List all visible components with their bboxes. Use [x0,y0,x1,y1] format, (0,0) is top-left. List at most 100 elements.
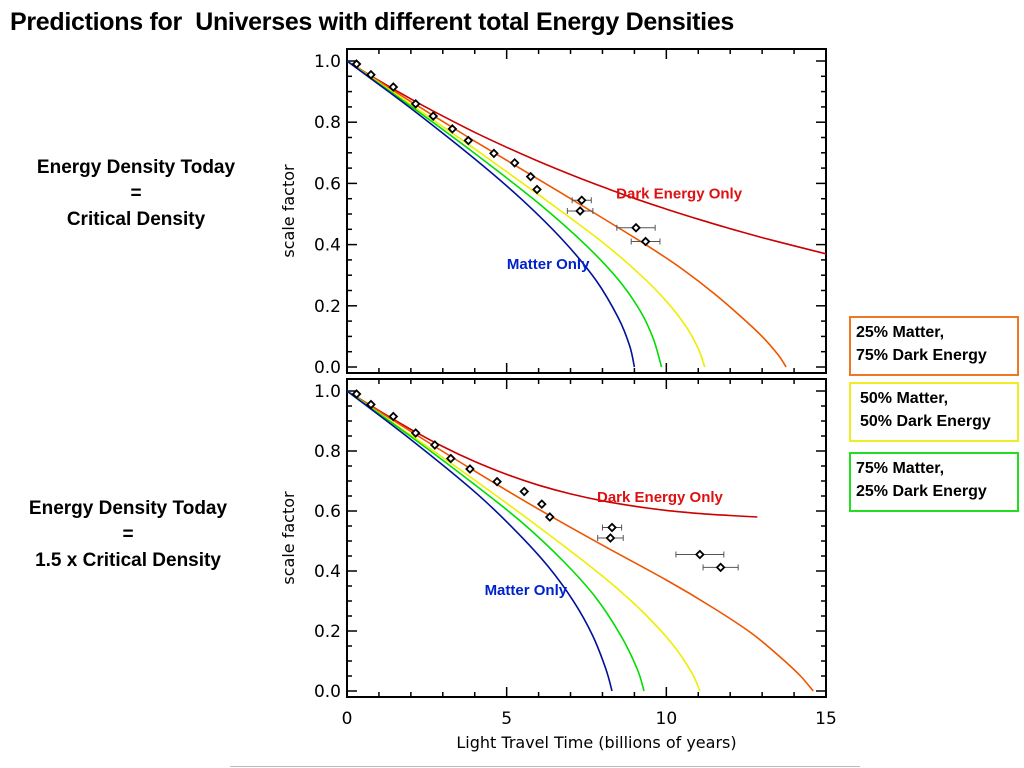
legend-line1: 75% Matter, [856,460,945,477]
data-point-marker [492,476,502,487]
data-point-marker [715,562,726,573]
data-point [445,453,456,464]
data-point-marker [447,124,458,134]
legend-box-50-matter: 50% Matter, 50% Dark Energy [849,382,1019,442]
data-point-marker [519,486,530,497]
y-tick-label: 0.4 [314,236,341,256]
plot-frame [346,378,827,698]
data-point-marker [463,135,474,146]
data-point [616,222,656,233]
data-point-marker [536,499,547,509]
y-tick-label: 0.2 [314,297,341,317]
side-label-top: Energy Density Today = Critical Density [6,155,266,233]
data-point-marker [489,148,499,159]
series-line-3 [347,390,645,692]
side-label-bottom-line3: 1.5 x Critical Density [35,550,221,571]
data-point-marker [351,59,362,69]
data-point-marker [694,549,705,560]
data-point-marker [631,222,641,233]
data-point-marker [640,236,651,247]
data-point [519,486,530,497]
data-point [566,206,594,216]
data-point [410,428,421,438]
data-point-marker [388,411,399,422]
annotation-label: Matter Only [507,256,590,273]
data-point-marker [576,195,587,206]
data-point [429,440,440,450]
x-tick-label: 0 [342,709,353,729]
x-tick-label: 5 [501,709,512,729]
data-point [532,184,542,195]
data-point [536,499,547,509]
data-point [465,464,475,474]
y-axis-label: scale factor [279,164,298,258]
legend-line2: 25% Dark Energy [856,483,987,500]
data-point [630,236,661,247]
data-point-marker [544,512,555,522]
series-line-1 [347,60,787,368]
data-point-marker [410,428,421,438]
x-tick-label: 10 [656,709,678,729]
chart-panel-top: 0.0 0.2 0.4 0.6 0.8 1.0 scale factor Dark Energ… [279,48,827,378]
y-axis-label: scale factor [279,491,298,585]
data-point [702,562,739,573]
data-point [525,171,536,182]
data-point-marker [429,440,440,450]
side-label-bottom-line1: Energy Density Today [28,498,228,519]
legend-box-75-matter: 75% Matter, 25% Dark Energy [849,452,1019,512]
series-line-4 [347,390,613,692]
y-tick-label: 0.0 [314,358,341,378]
annotation-label: Dark Energy Only [597,489,724,506]
side-label-top-line3: Critical Density [66,209,206,230]
annotation-label: Matter Only [485,582,568,599]
data-point-marker [445,453,456,464]
data-point [447,124,458,134]
legend-line2: 50% Dark Energy [860,413,991,430]
y-tick-label: 0.4 [314,562,341,582]
data-point [428,111,439,121]
data-point-marker [532,184,542,195]
legend-box-25-matter: 25% Matter, 75% Dark Energy [849,316,1019,376]
data-point [571,195,592,206]
data-point-marker [605,533,616,543]
data-point [463,135,474,146]
data-point [601,522,623,533]
data-point [544,512,555,522]
footer-divider [230,766,860,767]
data-point [675,549,725,560]
data-point-marker [465,464,475,474]
data-point [489,148,499,159]
legend-line2: 75% Dark Energy [856,347,987,364]
side-label-bottom: Energy Density Today = 1.5 x Critical De… [0,496,258,574]
series-line-2 [347,390,701,692]
data-point-marker [366,69,376,80]
data-point-marker [575,206,585,216]
page-title: Predictions for Universes with different… [10,8,735,36]
data-point [366,399,376,410]
y-tick-label: 0.0 [314,682,341,702]
legend-line1: 25% Matter, [856,324,945,341]
data-point-marker [366,399,376,410]
series-line-0 [347,60,826,255]
data-point [351,389,362,399]
y-tick-label: 0.6 [314,174,341,194]
x-tick-label: 15 [815,709,837,729]
data-point [492,476,502,487]
data-point-marker [428,111,439,121]
y-tick-label: 0.2 [314,622,341,642]
y-tick-label: 0.8 [314,442,341,462]
data-point [509,158,520,168]
series-line-2 [347,60,706,368]
data-point [410,98,421,109]
data-point [597,533,624,543]
annotation-label: Dark Energy Only [616,186,743,203]
data-point-marker [410,98,421,109]
data-point-marker [388,82,399,92]
y-tick-label: 1.0 [314,382,341,402]
data-point [366,69,376,80]
plot-frame [346,48,827,374]
side-label-bottom-line2: = [122,524,134,545]
legend-line1: 50% Matter, [860,390,949,407]
data-point [388,82,399,92]
